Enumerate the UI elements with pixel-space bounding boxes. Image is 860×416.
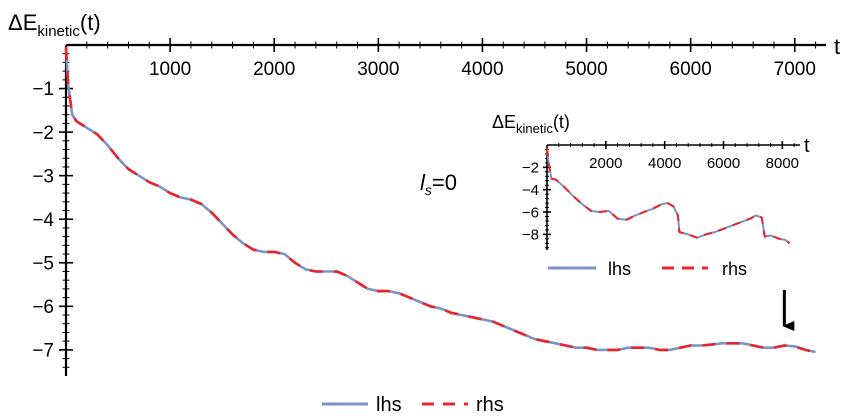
main-chart: 1000 2000 3000 4000 5000 6000 7000 −1 −2 −3 −4 −5 −6… bbox=[8, 10, 840, 416]
main-y-axis-label: ΔEkinetic(t) bbox=[8, 10, 101, 40]
x-tick-label: 3000 bbox=[357, 59, 399, 80]
main-legend: lhs rhs bbox=[322, 394, 504, 416]
inset-legend: lhs rhs bbox=[548, 259, 747, 279]
y-tick-label: −6 bbox=[522, 204, 539, 221]
x-tick-label: 6000 bbox=[670, 59, 712, 80]
series-line-rhs bbox=[64, 47, 816, 354]
x-tick-label: 8000 bbox=[766, 155, 799, 172]
x-tick-label: 4000 bbox=[648, 155, 681, 172]
y-tick-label: −2 bbox=[32, 123, 54, 144]
y-tick-label: −4 bbox=[522, 182, 539, 199]
y-tick-label: −6 bbox=[32, 297, 54, 318]
y-tick-label: −8 bbox=[522, 227, 539, 244]
inset-chart: 2000 4000 6000 8000−2−4−6−8 ΔEkinetic(t) t … bbox=[492, 112, 810, 279]
series-line-lhs bbox=[64, 47, 816, 354]
main-series-lines bbox=[64, 47, 816, 354]
x-tick-label: 4000 bbox=[461, 59, 503, 80]
inset-legend-label-lhs: lhs bbox=[608, 259, 631, 279]
y-tick-label: −2 bbox=[522, 160, 539, 177]
y-tick-label: −7 bbox=[32, 341, 54, 362]
ls-annotation: ls=0 bbox=[420, 170, 457, 198]
x-tick-label: 2000 bbox=[589, 155, 622, 172]
inset-series-lines bbox=[546, 148, 791, 245]
legend-label-rhs: rhs bbox=[476, 394, 504, 416]
main-x-axis-label: t bbox=[834, 34, 840, 59]
x-tick-label: 6000 bbox=[707, 155, 740, 172]
x-tick-label: 1000 bbox=[149, 59, 191, 80]
x-tick-label: 5000 bbox=[565, 59, 607, 80]
inset-legend-label-rhs: rhs bbox=[722, 259, 747, 279]
legend-label-lhs: lhs bbox=[376, 394, 402, 416]
series-line-rhs bbox=[546, 148, 791, 245]
main-axes: 1000 2000 3000 4000 5000 6000 7000 −1 −2 −3 −4 −5 −6… bbox=[32, 38, 826, 376]
inset-x-axis-label: t bbox=[804, 135, 810, 157]
y-tick-label: −5 bbox=[32, 253, 54, 274]
y-tick-label: −4 bbox=[32, 210, 54, 231]
inset-y-axis-label: ΔEkinetic(t) bbox=[492, 112, 570, 136]
x-tick-label: 2000 bbox=[253, 59, 295, 80]
y-tick-label: −1 bbox=[32, 79, 54, 100]
inset-axes: 2000 4000 6000 8000 −2 −4 −6 −8 bbox=[522, 141, 800, 250]
y-tick-label: −3 bbox=[32, 166, 54, 187]
x-tick-label: 7000 bbox=[774, 59, 816, 80]
